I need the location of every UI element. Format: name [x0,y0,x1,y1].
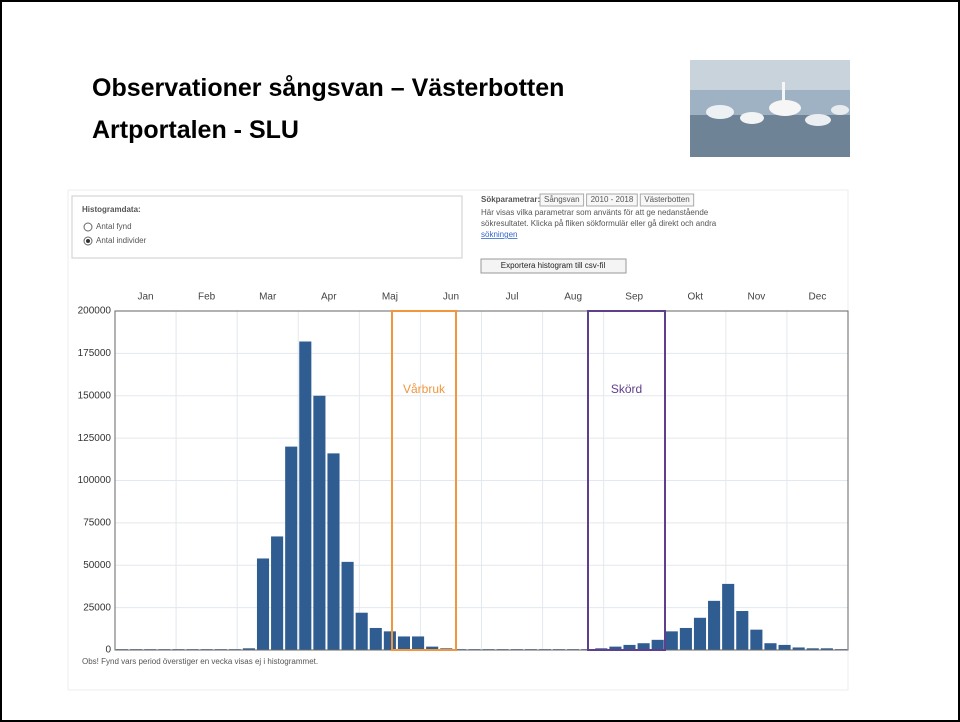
month-label: Feb [198,292,216,303]
bar [355,612,368,650]
month-label: Jan [137,292,153,303]
bar [778,644,791,650]
annotation-box [391,310,457,651]
month-label: Dec [809,292,827,303]
swan-photo [690,60,850,157]
month-label: Sep [625,292,643,303]
bar [722,583,735,650]
bar [665,631,678,650]
y-tick-label: 175000 [78,348,112,359]
params-text: sökresultatet. Klicka på fliken sökformu… [481,219,717,228]
search-tag-label: Sångsvan [544,195,580,204]
month-label: Jul [506,292,519,303]
bar [637,643,650,650]
bar [397,636,411,650]
annotation-label: Skörd [611,382,642,396]
y-tick-label: 50000 [83,560,111,571]
bar [383,631,396,650]
bar [693,617,707,650]
bar [313,395,326,650]
month-label: Jun [443,292,459,303]
params-heading: Sökparametrar: [481,195,540,204]
search-tag-label: Västerbotten [644,195,689,204]
search-tag [639,193,695,207]
radio-dot [86,239,90,243]
bar [806,648,819,650]
link[interactable]: sökningen [481,230,517,239]
bar [256,558,270,650]
bar [750,629,763,650]
y-tick-label: 125000 [78,433,112,444]
bar [708,600,721,650]
bar [820,648,833,650]
bar [426,646,439,650]
month-label: Mar [259,292,277,303]
bar [369,627,382,650]
bar [792,647,805,650]
month-label: Nov [747,292,765,303]
bar [341,561,354,650]
params-text: Här visas vilka parametrar som använts f… [481,208,709,217]
y-tick-label: 0 [105,645,111,656]
bar [299,341,312,650]
y-tick-label: 150000 [78,390,112,401]
option-label[interactable]: Antal fynd [96,222,132,231]
month-label: Aug [564,292,582,303]
y-tick-label: 200000 [78,306,112,317]
option-label[interactable]: Antal individer [96,236,147,245]
footnote: Obs! Fynd vars period överstiger en veck… [82,657,318,666]
bar [623,644,636,650]
plot-border [114,310,849,651]
bar [285,446,298,650]
chart: Jan Feb Mar Apr Maj Jun Jul Aug Sep Okt Nov Dec 0 250… [78,292,849,656]
month-label: Maj [382,292,398,303]
bar [327,453,340,650]
options-heading: Histogramdata: [82,205,141,214]
export-button[interactable] [480,258,627,274]
bar [271,536,284,650]
bar [764,643,777,650]
radio-button[interactable] [83,222,93,232]
bar [736,611,749,650]
bar [609,646,622,650]
bar [651,639,664,650]
month-label: Okt [688,292,704,303]
export-label[interactable]: Exportera histogram till csv-fil [501,261,606,270]
histogram-options-box [71,195,463,259]
y-tick-label: 100000 [78,475,112,486]
search-tag [586,193,638,207]
y-tick-label: 75000 [83,518,111,529]
month-label: Apr [321,292,337,303]
bar [679,627,692,650]
title-line-1: Observationer sångsvan – Västerbotten [92,74,564,102]
y-tick-label: 25000 [83,602,111,613]
bar [412,636,425,650]
annotation-box [587,310,666,651]
annotation-label: Vårbruk [403,382,446,396]
title-line-2: Artportalen - SLU [92,116,299,144]
bar [242,648,255,650]
search-tag [539,193,585,207]
search-tag-label: 2010 - 2018 [591,195,634,204]
